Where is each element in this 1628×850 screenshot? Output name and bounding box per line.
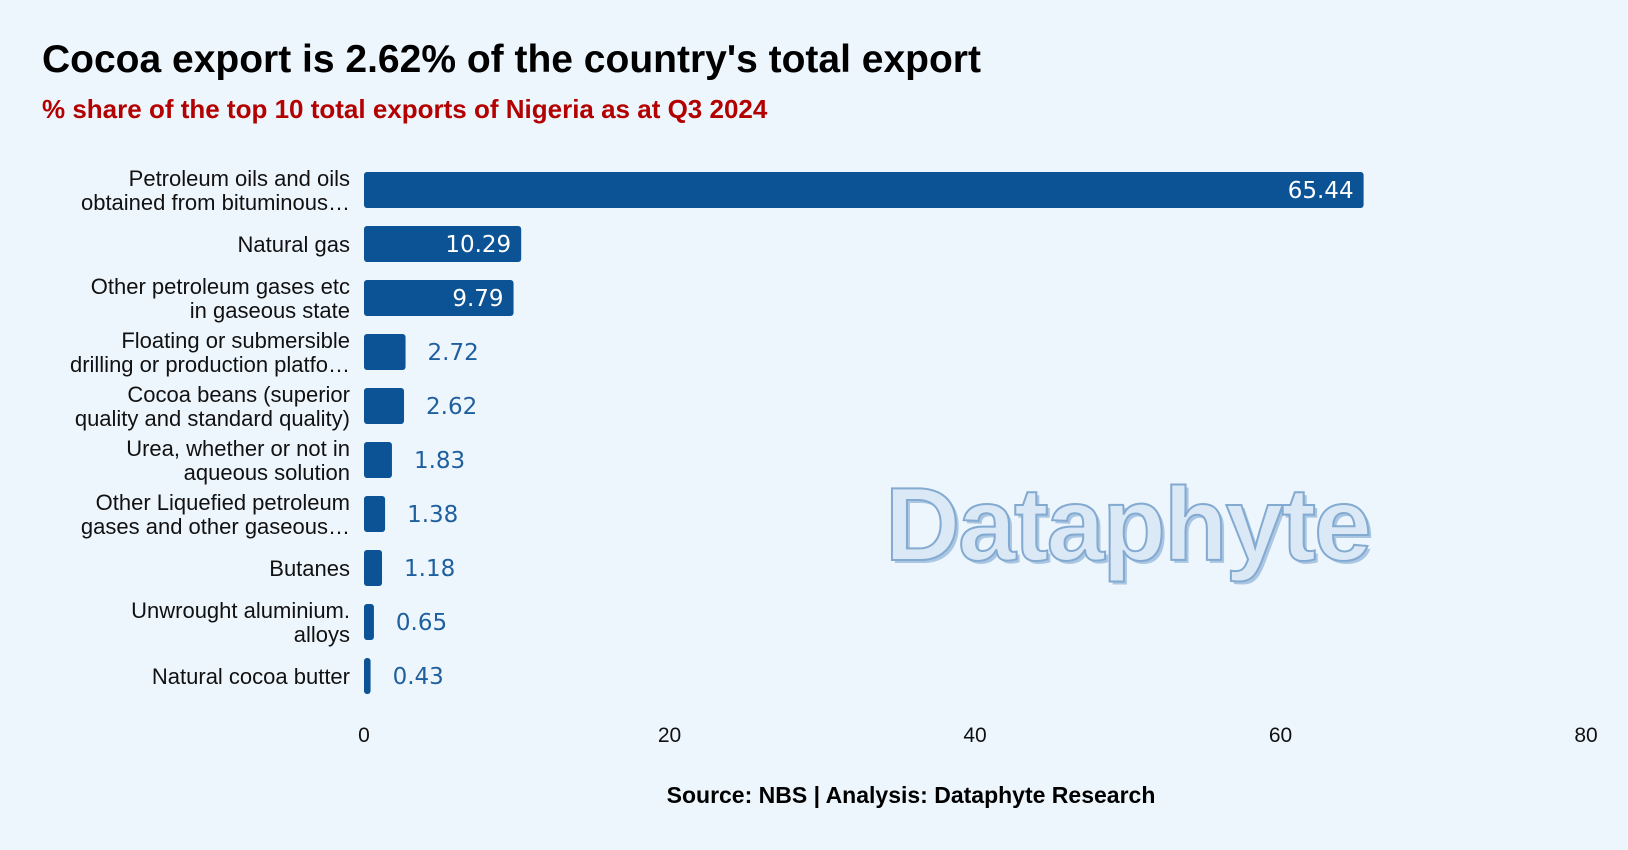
x-tick-label: 60 xyxy=(1269,724,1292,747)
category-label: Other petroleum gases etc in gaseous stat… xyxy=(91,274,350,323)
bar xyxy=(364,658,371,694)
chart-title: Cocoa export is 2.62% of the country's t… xyxy=(42,38,981,81)
bar xyxy=(364,334,406,370)
value-label: 9.79 xyxy=(452,286,503,312)
chart-subtitle: % share of the top 10 total exports of N… xyxy=(42,94,768,124)
x-tick-label: 80 xyxy=(1574,724,1597,747)
watermark-logo: Dataphyte xyxy=(884,466,1373,584)
category-label: Floating or submersible drilling or produ… xyxy=(70,328,350,377)
category-label: Urea, whether or not in aqueous solution xyxy=(126,436,350,485)
bar xyxy=(364,496,386,532)
x-tick-label: 40 xyxy=(963,724,986,747)
value-label: 65.44 xyxy=(1288,178,1354,204)
bar xyxy=(364,550,383,586)
category-label: Petroleum oils and oils obtained from bit… xyxy=(81,166,350,215)
value-label: 0.65 xyxy=(396,610,447,636)
value-label: 1.18 xyxy=(404,556,455,582)
bar xyxy=(364,604,374,640)
value-label: 1.38 xyxy=(407,502,458,528)
value-label: 2.62 xyxy=(426,394,477,420)
bar xyxy=(364,388,405,424)
category-label: Other Liquefied petroleum gases and other… xyxy=(81,490,350,539)
category-label: Natural cocoa butter xyxy=(152,664,350,689)
category-label: Natural gas xyxy=(237,232,350,257)
value-label: 10.29 xyxy=(445,232,511,258)
category-label: Cocoa beans (superior quality and standar… xyxy=(75,382,350,431)
bar xyxy=(364,442,392,478)
value-label: 2.72 xyxy=(428,340,479,366)
value-label: 0.43 xyxy=(393,664,444,690)
bar xyxy=(364,280,514,316)
bar xyxy=(364,172,1364,208)
x-tick-label: 0 xyxy=(358,724,370,747)
bar xyxy=(364,226,522,262)
value-label: 1.83 xyxy=(414,448,465,474)
category-label: Unwrought aluminium. alloys xyxy=(131,598,350,647)
source-caption: Source: NBS | Analysis: Dataphyte Resear… xyxy=(666,782,1156,808)
x-tick-label: 20 xyxy=(658,724,681,747)
category-label: Butanes xyxy=(269,556,350,581)
